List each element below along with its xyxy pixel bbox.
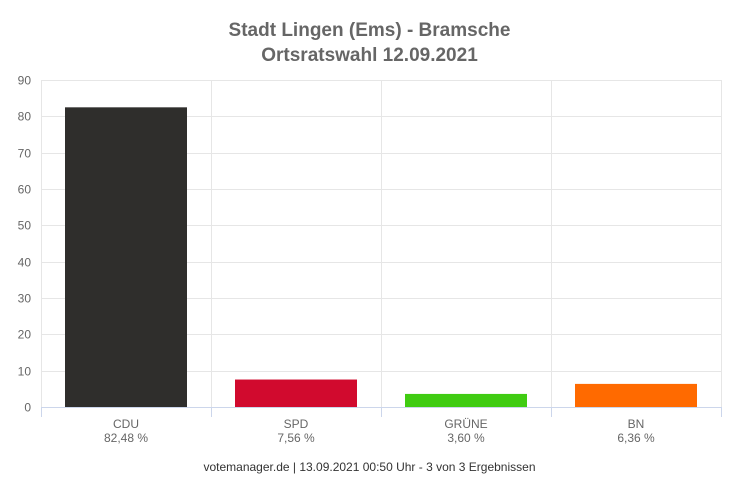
y-tick-label: 90	[18, 74, 32, 88]
y-tick-label: 30	[18, 292, 32, 306]
chart-title-line-2: Ortsratswahl 12.09.2021	[261, 45, 478, 66]
value-label: 82,48 %	[104, 431, 148, 445]
value-label: 7,56 %	[277, 431, 315, 445]
chart-footer: votemanager.de | 13.09.2021 00:50 Uhr - …	[203, 460, 536, 474]
y-tick-label: 20	[18, 328, 32, 342]
chart-title: Stadt Lingen (Ems) - Bramsche Ortsratswa…	[0, 18, 739, 68]
category-label: BN	[628, 417, 645, 431]
value-label: 3,60 %	[447, 431, 485, 445]
value-label: 6,36 %	[617, 431, 655, 445]
bars	[65, 107, 697, 408]
category-label: GRÜNE	[444, 417, 487, 431]
bar-spd[interactable]	[235, 379, 357, 407]
chart-title-line-1: Stadt Lingen (Ems) - Bramsche	[228, 20, 511, 41]
y-tick-label: 80	[18, 110, 32, 124]
bar-grüne[interactable]	[405, 393, 527, 407]
y-tick-label: 50	[18, 219, 32, 233]
y-tick-label: 0	[24, 401, 31, 415]
category-label: SPD	[284, 417, 309, 431]
y-tick-label: 70	[18, 147, 32, 161]
y-tick-label: 10	[18, 365, 32, 379]
bar-cdu[interactable]	[65, 107, 187, 408]
category-label: CDU	[113, 417, 139, 431]
axes	[41, 407, 722, 417]
bar-bn[interactable]	[575, 383, 697, 407]
y-tick-label: 40	[18, 256, 32, 270]
y-tick-label: 60	[18, 183, 32, 197]
